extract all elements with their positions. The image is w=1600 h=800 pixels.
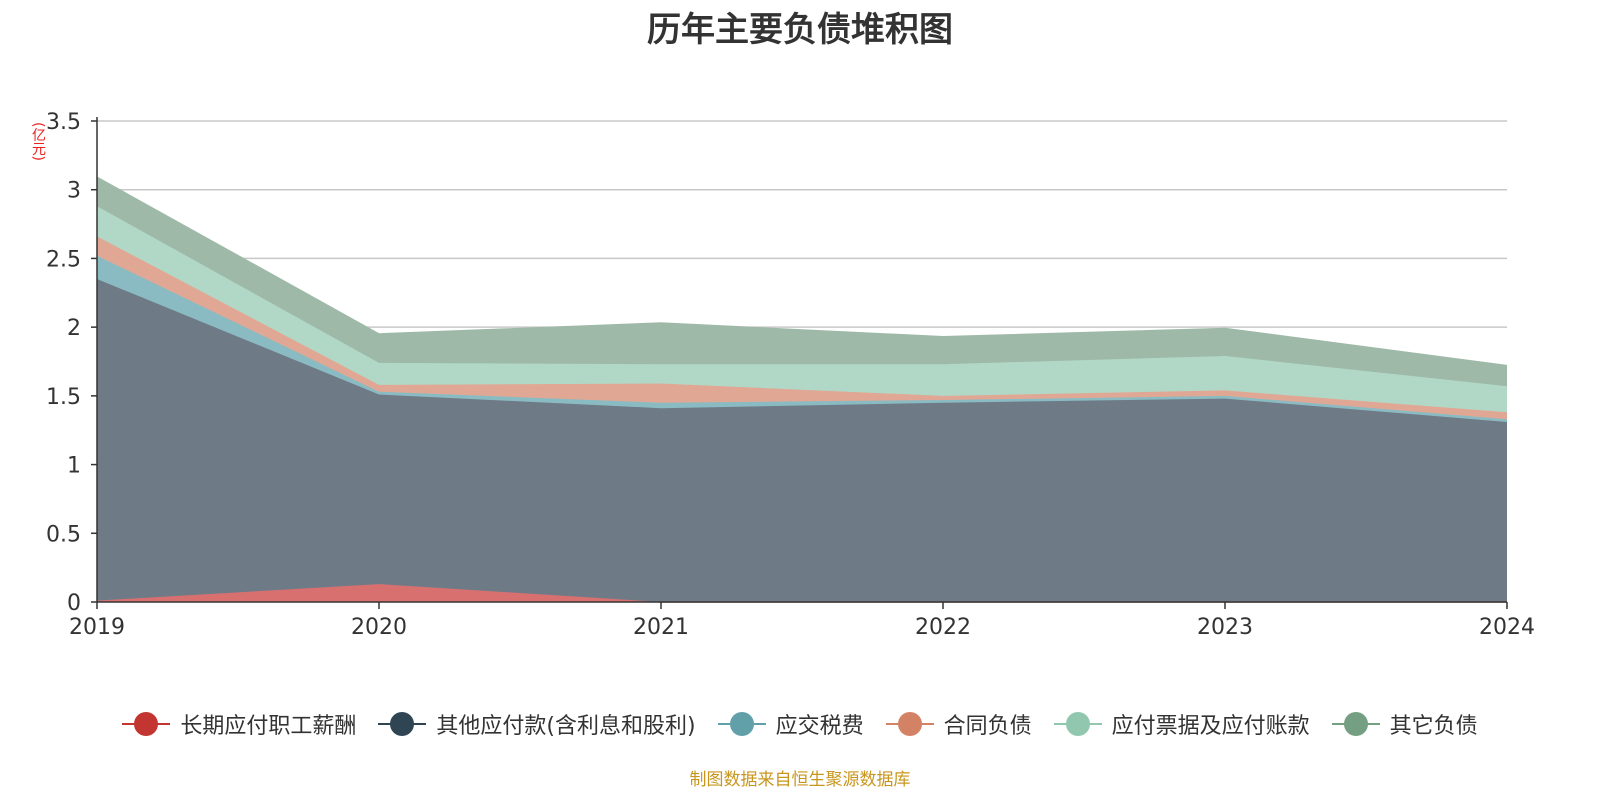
area-series-2 (97, 279, 1507, 602)
x-tick-label: 2024 (1479, 615, 1535, 640)
legend-marker-icon (378, 712, 427, 736)
x-tick-label: 2019 (69, 615, 125, 640)
legend-item[interactable]: 应交税费 (717, 708, 864, 740)
legend-item[interactable]: 合同负债 (885, 708, 1032, 740)
data-source-note: 制图数据来自恒生聚源数据库 (689, 770, 911, 790)
legend-label: 应交税费 (775, 714, 864, 739)
axes: 0 0.5 1 1.5 2 2.5 3 3.5 2019 2020 2021 2022 2023 2024 (46, 110, 1535, 640)
legend-marker-icon (1053, 712, 1102, 736)
legend-marker-icon (717, 712, 766, 736)
x-tick-label: 2022 (915, 615, 971, 640)
y-tick-label: 0 (67, 591, 81, 616)
area-series-layer (96, 176, 1508, 603)
y-tick-label: 3 (67, 179, 81, 204)
legend-item[interactable]: 应付票据及应付账款 (1053, 708, 1310, 740)
legend-marker-icon (1331, 712, 1380, 736)
y-tick-label: 1 (67, 454, 81, 479)
legend-label: 长期应付职工薪酬 (180, 714, 357, 739)
x-tick-label: 2020 (351, 615, 407, 640)
legend-label: 其它负债 (1389, 714, 1478, 739)
y-tick-label: 0.5 (46, 522, 81, 547)
y-axis-unit-label: (亿元) (30, 122, 46, 161)
y-tick-label: 2 (67, 316, 81, 341)
y-tick-label: 1.5 (46, 385, 81, 410)
area-series-1 (97, 584, 1507, 602)
area-series-5 (97, 206, 1507, 413)
legend-label: 合同负债 (943, 714, 1032, 739)
area-series-edge-6 (96, 176, 1508, 367)
chart-legend: 长期应付职工薪酬 其他应付款(含利息和股利) 应交税费 合同负债 应付票据及应付账款 其它… (0, 708, 1600, 740)
chart-title: 历年主要负债堆积图 (647, 10, 953, 50)
y-tick-label: 3.5 (46, 110, 81, 135)
stacked-area-chart: 0 0.5 1 1.5 2 2.5 3 3.5 2019 2020 2021 2022 2023 2024 (46, 110, 1535, 640)
legend-label: 应付票据及应付账款 (1111, 714, 1310, 739)
legend-item[interactable]: 其他应付款(含利息和股利) (378, 708, 696, 740)
x-tick-label: 2021 (633, 615, 689, 640)
legend-item[interactable]: 其它负债 (1331, 708, 1478, 740)
legend-label: 其他应付款(含利息和股利) (436, 714, 696, 739)
x-tick-label: 2023 (1197, 615, 1253, 640)
area-series-6 (97, 177, 1507, 387)
y-tick-label: 2.5 (46, 247, 81, 272)
legend-item[interactable]: 长期应付职工薪酬 (122, 708, 356, 740)
legend-marker-icon (885, 712, 934, 736)
legend-marker-icon (122, 712, 171, 736)
